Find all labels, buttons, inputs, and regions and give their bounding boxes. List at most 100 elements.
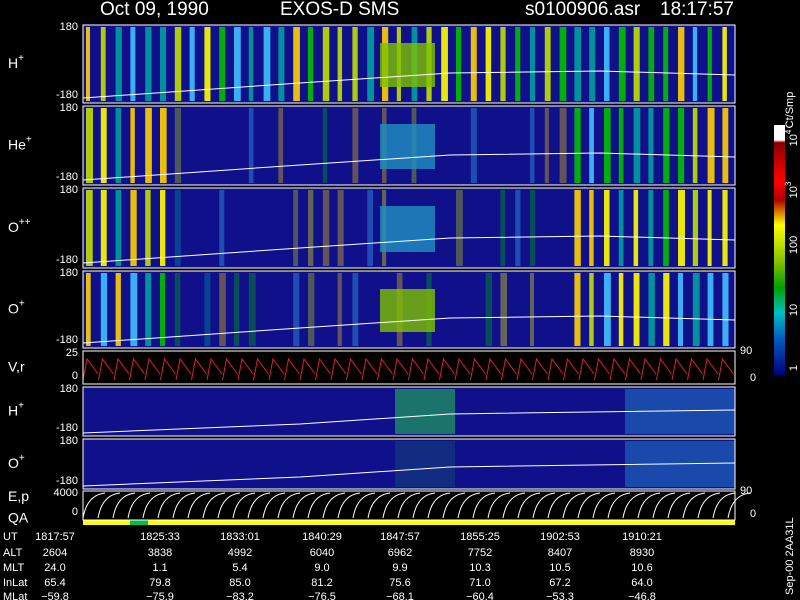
- stripe: [692, 27, 698, 101]
- stripe: [145, 190, 151, 266]
- blob: [380, 206, 435, 252]
- stripe: [145, 273, 152, 346]
- panel-frame: [82, 490, 736, 521]
- stripe: [544, 108, 549, 183]
- y-tick-label: -180: [56, 254, 78, 266]
- panel-frame: [82, 24, 736, 104]
- stripe: [722, 273, 729, 346]
- stripe: [130, 27, 136, 101]
- stripe: [145, 27, 152, 101]
- stripe: [604, 108, 611, 183]
- stripe: [115, 108, 121, 183]
- y-tick-label: 0: [72, 506, 78, 518]
- stripe: [130, 190, 137, 266]
- stripe: [544, 27, 551, 101]
- stripe: [589, 108, 594, 183]
- cell: 81.2: [311, 577, 332, 589]
- ion: He: [8, 136, 26, 152]
- stripe: [308, 190, 314, 266]
- y-tick-label: 4000: [54, 487, 78, 499]
- cell: 1910:21: [622, 531, 662, 543]
- stripe: [707, 190, 712, 266]
- stripe: [86, 190, 93, 266]
- stripe: [530, 273, 535, 346]
- stripe: [692, 273, 700, 346]
- stripe: [86, 108, 93, 183]
- stripe: [174, 190, 181, 266]
- panel-label: O++: [8, 217, 31, 235]
- blob: [380, 124, 435, 169]
- stripe: [707, 108, 715, 183]
- stripe: [589, 27, 596, 101]
- stripe: [160, 190, 166, 266]
- panel-frame: [82, 350, 736, 385]
- stripe: [100, 273, 108, 346]
- ion: H: [8, 55, 18, 71]
- stripe: [337, 27, 343, 101]
- stripe: [189, 27, 195, 101]
- stripe: [100, 108, 107, 183]
- panel-label: H+: [8, 53, 24, 71]
- cell: 1825:33: [140, 531, 180, 543]
- qa-bar: [83, 520, 735, 525]
- stripe: [263, 27, 271, 101]
- stripe: [248, 108, 254, 183]
- cell: 10.3: [469, 562, 490, 574]
- footer-note: Sep-00 2AA31L: [784, 517, 796, 595]
- panel-label: E,p: [8, 488, 29, 504]
- stripe: [174, 27, 182, 101]
- stripe: [86, 27, 91, 101]
- blob: [380, 289, 435, 332]
- y-tick-label: 180: [60, 383, 78, 395]
- cell: 1840:29: [302, 531, 342, 543]
- y-tick-label: -180: [56, 171, 78, 183]
- trace: [82, 152, 736, 181]
- stripe: [678, 27, 685, 101]
- cell: 4992: [228, 547, 252, 559]
- stripe: [707, 27, 712, 101]
- ion: O: [8, 455, 19, 471]
- instrument: EXOS-D SMS: [280, 0, 399, 20]
- stripe: [678, 108, 685, 183]
- stripe: [293, 27, 300, 101]
- colorbar-tick: 104: [784, 129, 800, 146]
- y2-tick-label: 0: [750, 372, 756, 384]
- cell: 9.0: [314, 562, 329, 574]
- stripe: [485, 27, 492, 101]
- stripe: [515, 27, 521, 101]
- ion: V,r: [8, 358, 25, 374]
- blob: [395, 441, 455, 487]
- ion: E,p: [8, 488, 29, 504]
- stripe: [456, 190, 463, 266]
- cell: 24.0: [44, 562, 65, 574]
- stripe: [352, 108, 359, 183]
- cell: 1833:01: [220, 531, 260, 543]
- trace: [82, 235, 736, 264]
- stripe: [160, 273, 166, 346]
- qa-flag: [130, 520, 148, 525]
- stripe: [248, 27, 254, 101]
- stripe: [663, 273, 670, 346]
- cell: 10.5: [549, 562, 570, 574]
- y-tick-label: 180: [60, 21, 78, 33]
- cell: 1902:53: [540, 531, 580, 543]
- cell: −83.2: [226, 591, 254, 600]
- stripe: [456, 27, 462, 101]
- stripe: [86, 273, 91, 346]
- ion: H: [8, 402, 18, 418]
- stripe: [248, 273, 256, 346]
- row-label: InLat: [3, 577, 27, 589]
- stripe: [322, 108, 328, 183]
- cell: 3838: [148, 547, 172, 559]
- ion: O: [8, 219, 19, 235]
- cell: 6962: [388, 547, 412, 559]
- tick-base: 10: [788, 134, 800, 146]
- y-tick-label: -180: [56, 475, 78, 487]
- stripe: [678, 190, 685, 266]
- stripe: [500, 27, 506, 101]
- y-tick-label: 180: [60, 184, 78, 196]
- stripe: [293, 273, 300, 346]
- stripe: [648, 190, 654, 266]
- stripe: [559, 27, 567, 101]
- stripe: [160, 27, 167, 101]
